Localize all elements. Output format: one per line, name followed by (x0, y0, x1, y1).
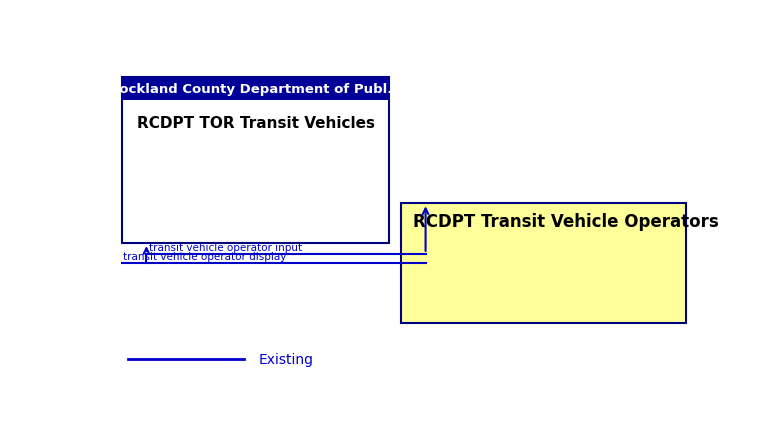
Bar (122, 78, 389, 101)
Bar (122, 78, 389, 244)
Text: Existing: Existing (258, 353, 314, 366)
Text: RCDPT TOR Transit Vehicles: RCDPT TOR Transit Vehicles (137, 116, 374, 130)
Bar (402, 204, 687, 323)
Text: transit vehicle operator input: transit vehicle operator input (150, 242, 302, 252)
Text: RCDPT Transit Vehicle Operators: RCDPT Transit Vehicle Operators (413, 212, 719, 230)
Text: Rockland County Department of Publ...: Rockland County Department of Publ... (109, 83, 402, 96)
Text: transit vehicle operator display: transit vehicle operator display (124, 252, 287, 261)
